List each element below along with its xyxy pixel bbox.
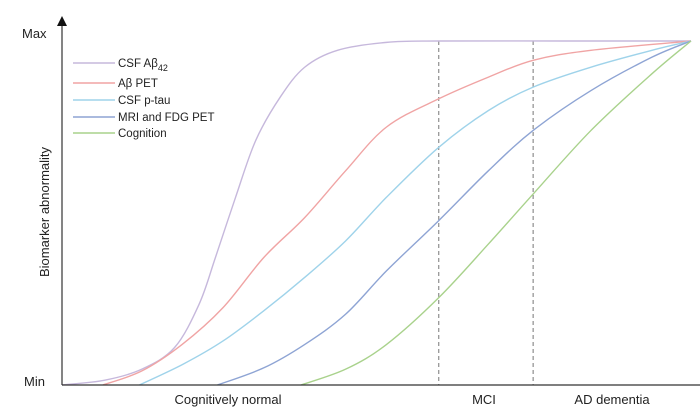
- stage-label-cognitively-normal: Cognitively normal: [175, 392, 282, 407]
- series-line-csf-a42: [61, 40, 691, 386]
- legend-label-cognition: Cognition: [118, 128, 167, 140]
- legend-label-subscript: 42: [158, 63, 168, 73]
- y-axis-arrow-icon: [57, 16, 67, 26]
- series-line-cognition: [300, 40, 692, 386]
- legend-label-csf-p-tau: CSF p-tau: [118, 95, 170, 107]
- series-line-a-pet: [102, 40, 692, 386]
- legend-label-mri-and-fdg-pet: MRI and FDG PET: [118, 112, 215, 124]
- y-axis-label: Biomarker abnormality: [37, 146, 52, 277]
- y-tick-min: Min: [24, 374, 45, 389]
- stage-label-mci: MCI: [472, 392, 496, 407]
- series-line-mri-and-fdg-pet: [217, 40, 692, 386]
- plot-area: [61, 40, 692, 386]
- series-line-csf-p-tau: [139, 40, 692, 386]
- stage-label-ad-dementia: AD dementia: [574, 392, 650, 407]
- legend-label-csf-a42: CSF Aβ42: [118, 58, 168, 73]
- legend-label-a-pet: Aβ PET: [118, 78, 158, 90]
- y-tick-max: Max: [22, 26, 47, 41]
- legend: CSF Aβ42 Aβ PET CSF p-tau MRI and FDG PET Co…: [73, 58, 215, 140]
